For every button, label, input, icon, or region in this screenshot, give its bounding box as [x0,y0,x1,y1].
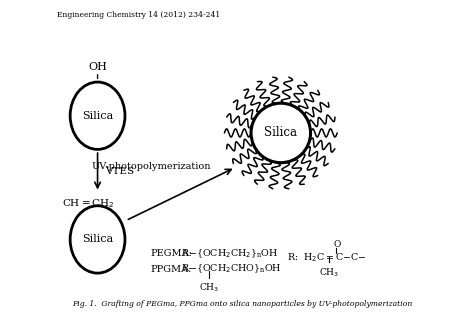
Text: R$-${OCH$_2$CH$_2$}$_\mathregular{n}$OH: R$-${OCH$_2$CH$_2$}$_\mathregular{n}$OH [181,247,278,260]
Circle shape [251,103,310,163]
Text: Silica: Silica [82,234,113,245]
Text: CH$_3$: CH$_3$ [319,266,339,279]
Text: PPGMA:: PPGMA: [151,265,192,274]
Text: PEGMA:: PEGMA: [151,249,193,258]
Text: VTES: VTES [105,167,135,176]
Text: Fig. 1.  Grafting of PEGma, PPGma onto silica nanoparticles by UV-photopolymeriz: Fig. 1. Grafting of PEGma, PPGma onto si… [73,300,413,308]
Text: Engineering Chemistry 14 (2012) 234-241: Engineering Chemistry 14 (2012) 234-241 [57,11,220,19]
Text: CH$=$CH$_2$: CH$=$CH$_2$ [62,197,115,210]
Text: R:  H$_2$C$=$C$-$C$-$: R: H$_2$C$=$C$-$C$-$ [287,252,367,264]
Text: UV-photopolymerization: UV-photopolymerization [91,161,210,171]
Text: OH: OH [88,62,107,72]
Text: O: O [334,240,341,249]
Text: Silica: Silica [82,111,113,121]
Ellipse shape [70,206,125,273]
Ellipse shape [70,82,125,149]
Text: R$-${OCH$_2$CHO}$_\mathregular{n}$OH: R$-${OCH$_2$CHO}$_\mathregular{n}$OH [181,263,281,276]
Text: Silica: Silica [264,126,297,139]
Text: CH$_3$: CH$_3$ [199,282,219,294]
